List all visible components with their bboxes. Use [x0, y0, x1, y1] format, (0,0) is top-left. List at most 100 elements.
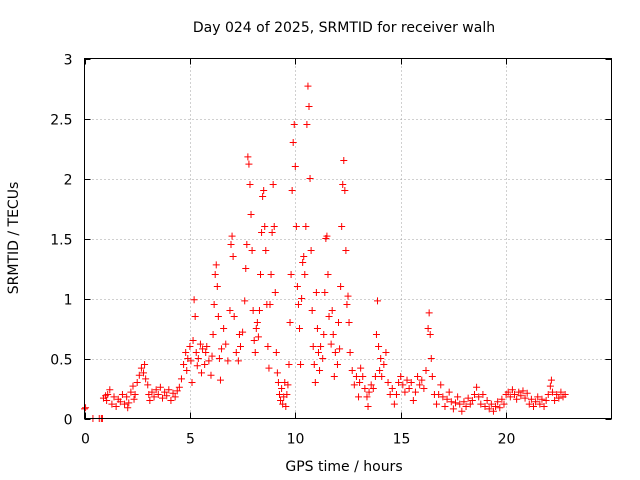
data-point	[561, 391, 569, 398]
data-point	[369, 385, 377, 392]
data-point	[425, 309, 433, 317]
grid-lines	[84, 58, 612, 419]
data-point	[208, 352, 216, 360]
data-point	[470, 391, 478, 398]
data-point	[121, 400, 129, 408]
data-point	[340, 157, 348, 164]
data-point	[278, 385, 286, 392]
y-tick-label: 2.5	[50, 113, 72, 129]
data-point	[328, 307, 336, 314]
data-point	[123, 393, 131, 401]
data-point	[165, 386, 173, 394]
data-point	[190, 296, 198, 304]
data-point	[245, 160, 253, 168]
x-tick-label: 10	[287, 432, 305, 448]
data-point	[116, 398, 124, 406]
data-point	[428, 373, 436, 380]
data-point	[475, 393, 483, 401]
data-point	[386, 391, 394, 398]
data-point	[294, 301, 302, 308]
data-point	[283, 391, 291, 398]
data-point	[275, 391, 283, 398]
data-point	[401, 388, 409, 396]
data-point	[395, 379, 403, 386]
data-point	[375, 343, 383, 350]
data-point	[513, 395, 521, 403]
data-point	[287, 271, 295, 278]
data-point	[390, 400, 398, 408]
data-point	[189, 337, 197, 344]
data-point	[317, 343, 325, 350]
data-point	[350, 381, 358, 389]
data-point	[106, 386, 114, 394]
x-tick-label: 5	[186, 432, 195, 448]
data-point	[506, 393, 514, 401]
data-point	[324, 271, 332, 278]
data-point	[517, 392, 525, 400]
data-point	[291, 163, 299, 170]
x-tick-label: 15	[393, 432, 411, 448]
y-tick-label: 3	[64, 53, 73, 69]
data-point	[203, 343, 211, 350]
data-point	[416, 381, 424, 389]
data-point	[197, 369, 205, 377]
data-point	[323, 232, 331, 240]
data-point	[314, 349, 322, 356]
data-point	[248, 247, 256, 254]
data-point	[167, 397, 175, 404]
data-point	[452, 399, 460, 407]
data-point	[163, 392, 171, 400]
data-point	[494, 398, 502, 406]
data-point	[489, 407, 497, 415]
data-point	[337, 283, 345, 290]
data-point	[274, 379, 282, 386]
data-point	[259, 193, 267, 200]
data-point	[311, 379, 319, 386]
data-point	[285, 361, 293, 368]
data-point	[269, 181, 277, 188]
data-point	[553, 391, 561, 398]
data-point	[140, 369, 148, 377]
data-point	[376, 367, 384, 374]
data-point	[187, 357, 195, 365]
data-point	[226, 307, 234, 314]
data-point	[462, 403, 470, 410]
data-point	[270, 223, 278, 230]
data-point	[125, 399, 133, 407]
data-point	[374, 297, 382, 305]
x-axis-label: GPS time / hours	[285, 459, 402, 475]
data-point	[300, 253, 308, 260]
data-point	[418, 376, 426, 384]
data-point	[182, 349, 190, 356]
data-point	[104, 391, 112, 398]
data-point	[241, 297, 249, 305]
data-point	[258, 229, 266, 236]
data-point	[216, 376, 224, 384]
data-point	[144, 381, 152, 389]
data-point	[252, 325, 260, 332]
data-point	[359, 373, 367, 380]
data-point	[292, 223, 300, 230]
data-point	[523, 389, 531, 397]
data-point	[356, 379, 364, 386]
data-point	[175, 383, 183, 391]
data-point	[177, 375, 185, 383]
data-point	[244, 153, 252, 161]
data-point	[341, 187, 349, 194]
data-point	[262, 247, 270, 254]
data-point	[191, 313, 199, 320]
data-point	[282, 403, 290, 410]
data-point	[255, 307, 263, 314]
data-point	[192, 349, 200, 356]
data-point	[205, 357, 213, 365]
data-point	[234, 357, 242, 365]
data-point	[424, 325, 432, 332]
data-point	[519, 387, 527, 395]
data-point	[131, 391, 139, 398]
data-point	[377, 355, 385, 362]
data-point	[538, 395, 546, 403]
data-point	[544, 391, 552, 398]
data-point	[127, 388, 135, 396]
data-point	[146, 397, 154, 404]
data-point	[118, 391, 126, 398]
